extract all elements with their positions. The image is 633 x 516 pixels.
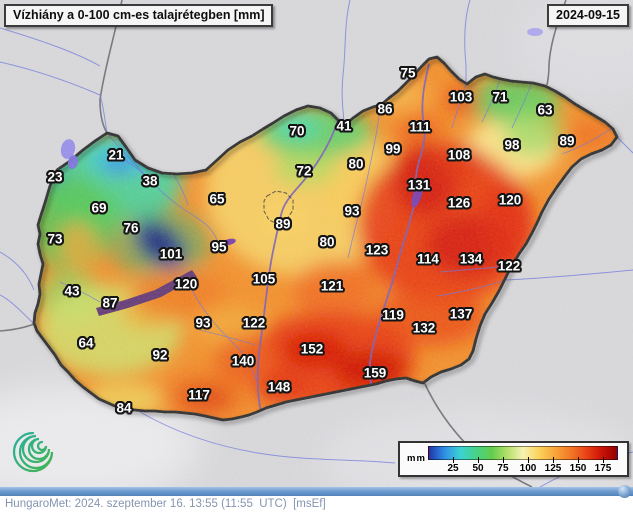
footer-credit: HungaroMet: 2024. szeptember 16. 13:55 (… [5,498,326,510]
legend-tick-mark [453,457,454,463]
map-title-box: Vízhiány a 0-100 cm-es talajrétegben [mm… [4,4,274,27]
legend-tick-mark [553,457,554,463]
legend-tick-mark [502,457,504,463]
legend-tick-mark [577,457,579,463]
terrain-texture [0,0,633,487]
legend-tick-label: 50 [472,463,484,474]
footer-bar-end-cap [618,485,631,498]
hungaromet-spiral-logo-icon [12,431,54,473]
legend-bar-wrap: 25 50 75 100 125 150 175 [428,446,618,474]
legend-tick-mark [528,457,529,463]
legend-tick-mark [478,457,479,463]
legend: mm 25 50 75 100 125 150 175 [398,441,629,477]
legend-tick-label: 175 [594,463,612,474]
legend-tick-label: 125 [544,463,562,474]
legend-tick-label: 75 [497,463,509,474]
legend-tick-label: 25 [447,463,459,474]
map-date: 2024-09-15 [556,8,620,22]
legend-tick-label: 100 [519,463,537,474]
legend-gradient-bar [428,446,618,460]
legend-tick-label: 150 [569,463,587,474]
hungary-soil-water-deficit-map [0,0,633,487]
legend-ticks: 25 50 75 100 125 150 175 [428,446,618,474]
legend-tick-mark [603,457,604,463]
legend-unit-label: mm [407,453,426,464]
map-date-box: 2024-09-15 [547,4,629,27]
footer-bar [0,485,633,498]
map-area: 75 86 103 71 63 70 41 111 99 108 98 89 21 23 38 72 80 131… [0,0,633,487]
map-title: Vízhiány a 0-100 cm-es talajrétegben [mm… [13,8,265,22]
